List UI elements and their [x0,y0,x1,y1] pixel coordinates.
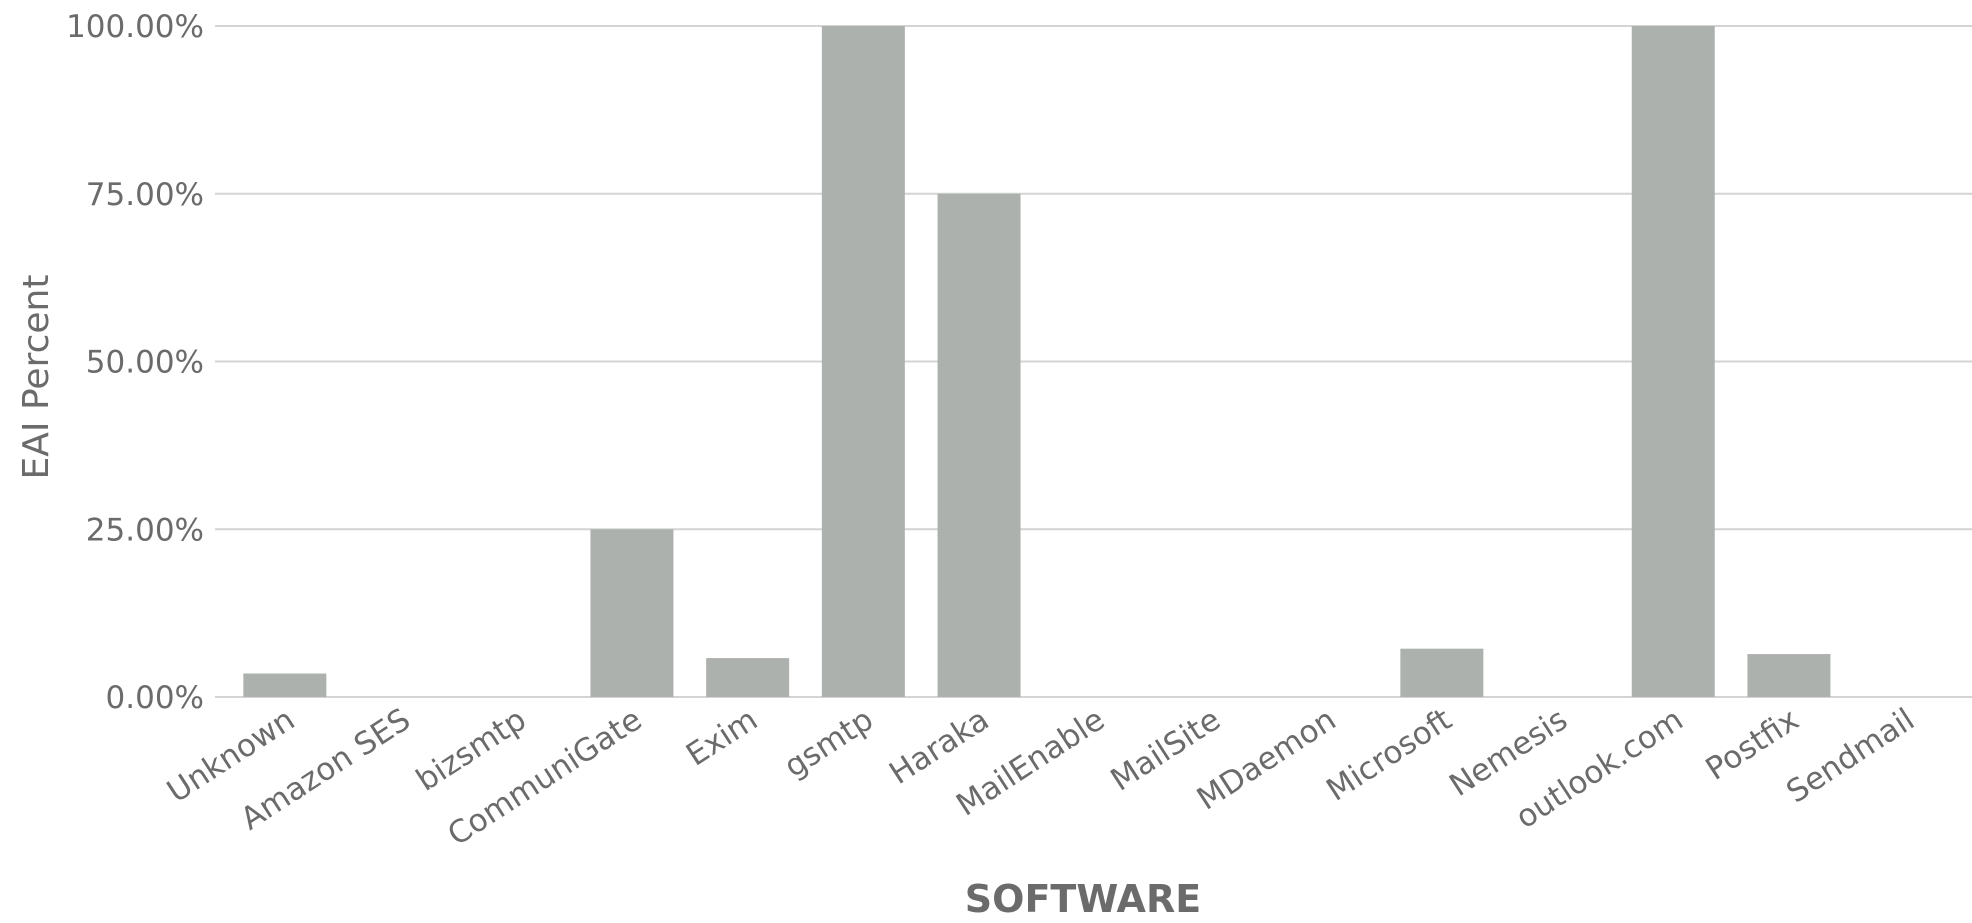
y-tick-label: 100.00% [66,9,204,45]
y-tick-label: 0.00% [106,680,204,716]
y-tick-label: 25.00% [86,512,204,548]
y-axis-ticks: 0.00% 25.00% 50.00% 75.00% 100.00% [66,9,204,716]
bar [706,658,790,697]
bars [243,26,1831,697]
bar [590,529,674,697]
bar [243,673,327,697]
x-tick-label: Sendmail [1780,702,1921,811]
y-axis-label: EAI Percent [16,275,57,480]
bar [821,26,905,697]
bar [1747,654,1831,697]
bar [1631,26,1715,697]
y-tick-label: 50.00% [86,345,204,381]
y-tick-label: 75.00% [86,177,204,213]
x-tick-label: Exim [680,702,764,774]
x-tick-label: CommuniGate [442,702,649,854]
bar [937,193,1021,697]
x-axis-label: SOFTWARE [965,877,1201,921]
bar [1400,648,1484,697]
x-tick-label: gsmtp [778,702,880,785]
x-tick-label: Microsoft [1320,702,1458,809]
